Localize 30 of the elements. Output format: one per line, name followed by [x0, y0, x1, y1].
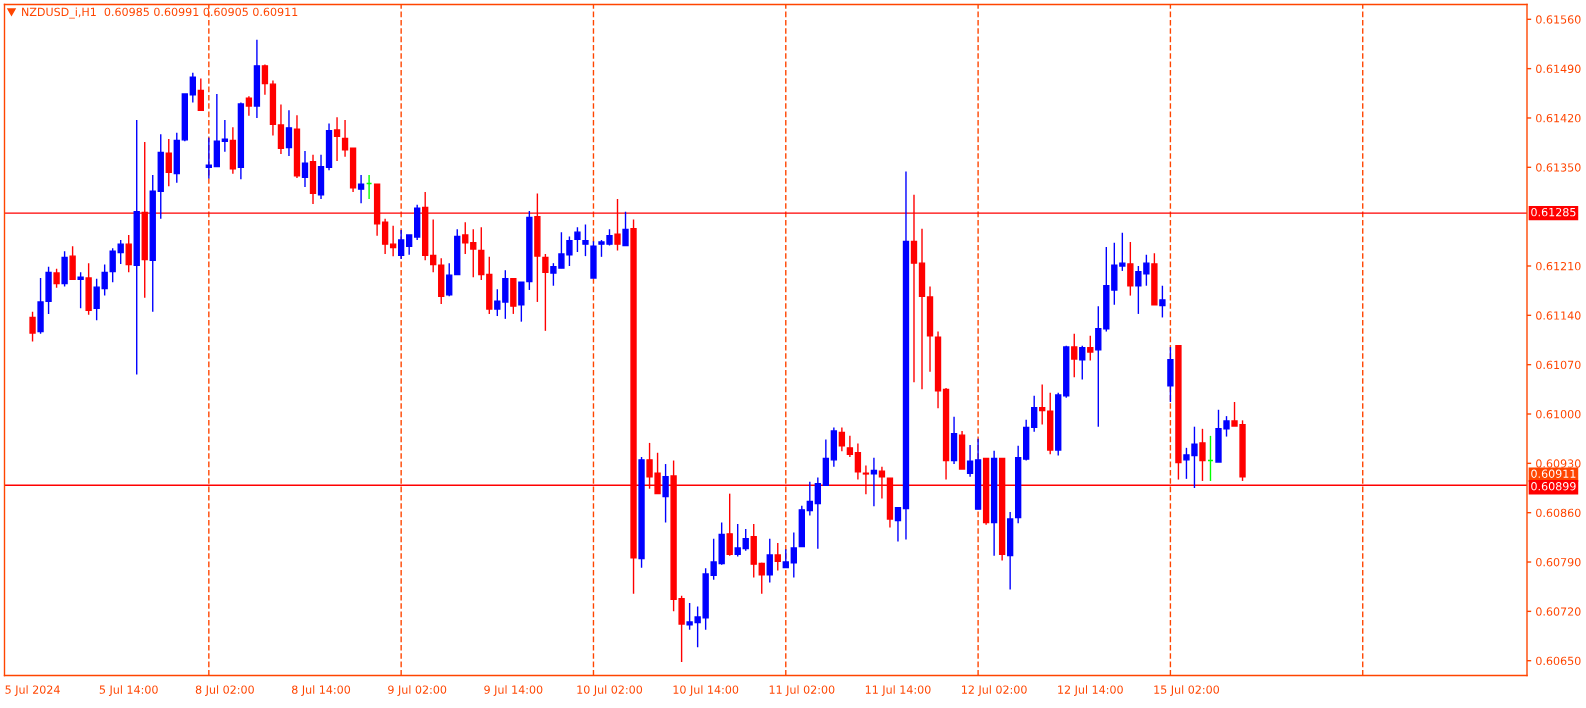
chart-title: NZDUSD_i,H1 0.60985 0.60991 0.60905 0.60911 [22, 7, 298, 19]
x-tick-label: 10 Jul 02:00 [577, 685, 643, 696]
y-tick-label: 0.61070 [1536, 360, 1581, 370]
y-tick-label: 0.61140 [1536, 311, 1581, 320]
x-tick-label: 8 Jul 14:00 [291, 685, 351, 696]
x-tick-label: 8 Jul 02:00 [195, 685, 254, 696]
x-tick-label: 12 Jul 02:00 [962, 685, 1027, 696]
y-tick-label: 0.61490 [1536, 64, 1581, 74]
x-tick-label: 5 Jul 2024 [5, 685, 60, 696]
y-tick-label: 0.60790 [1536, 558, 1581, 567]
x-tick-label: 11 Jul 02:00 [769, 685, 835, 696]
y-tick-label: 0.61560 [1536, 15, 1581, 24]
x-tick-label: 9 Jul 02:00 [388, 685, 447, 696]
ref-line-label: 0.60899 [1531, 482, 1576, 491]
y-tick-label: 0.61000 [1536, 409, 1581, 419]
text: 0.60911 [1531, 469, 1576, 478]
ref-line-label: 0.61285 [1531, 207, 1576, 217]
x-tick-label: 15 Jul 02:00 [1154, 685, 1220, 696]
y-tick-label: 0.60650 [1536, 656, 1581, 666]
y-tick-label: 0.60720 [1536, 607, 1581, 616]
x-tick-label: 12 Jul 14:00 [1058, 685, 1123, 696]
y-tick-label: 0.61420 [1536, 113, 1581, 123]
x-tick-label: 10 Jul 14:00 [673, 685, 739, 696]
x-tick-label: 9 Jul 14:00 [484, 685, 543, 696]
x-tick-label: 5 Jul 14:00 [99, 685, 158, 696]
y-tick-label: 0.61210 [1536, 261, 1581, 271]
y-tick-label: 0.60930 [1536, 459, 1581, 468]
x-tick-label: 11 Jul 14:00 [865, 685, 931, 696]
y-tick-label: 0.61350 [1536, 163, 1581, 172]
y-tick-label: 0.60860 [1536, 508, 1581, 518]
